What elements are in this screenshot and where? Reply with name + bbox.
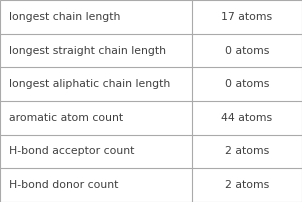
Text: 0 atoms: 0 atoms — [225, 79, 269, 89]
Text: H-bond acceptor count: H-bond acceptor count — [9, 146, 134, 157]
Text: 2 atoms: 2 atoms — [225, 146, 269, 157]
Text: 2 atoms: 2 atoms — [225, 180, 269, 190]
Text: 0 atoms: 0 atoms — [225, 45, 269, 56]
Text: 17 atoms: 17 atoms — [221, 12, 272, 22]
Text: longest chain length: longest chain length — [9, 12, 120, 22]
Text: longest aliphatic chain length: longest aliphatic chain length — [9, 79, 170, 89]
Text: H-bond donor count: H-bond donor count — [9, 180, 118, 190]
Text: 44 atoms: 44 atoms — [221, 113, 272, 123]
Text: longest straight chain length: longest straight chain length — [9, 45, 166, 56]
Text: aromatic atom count: aromatic atom count — [9, 113, 123, 123]
